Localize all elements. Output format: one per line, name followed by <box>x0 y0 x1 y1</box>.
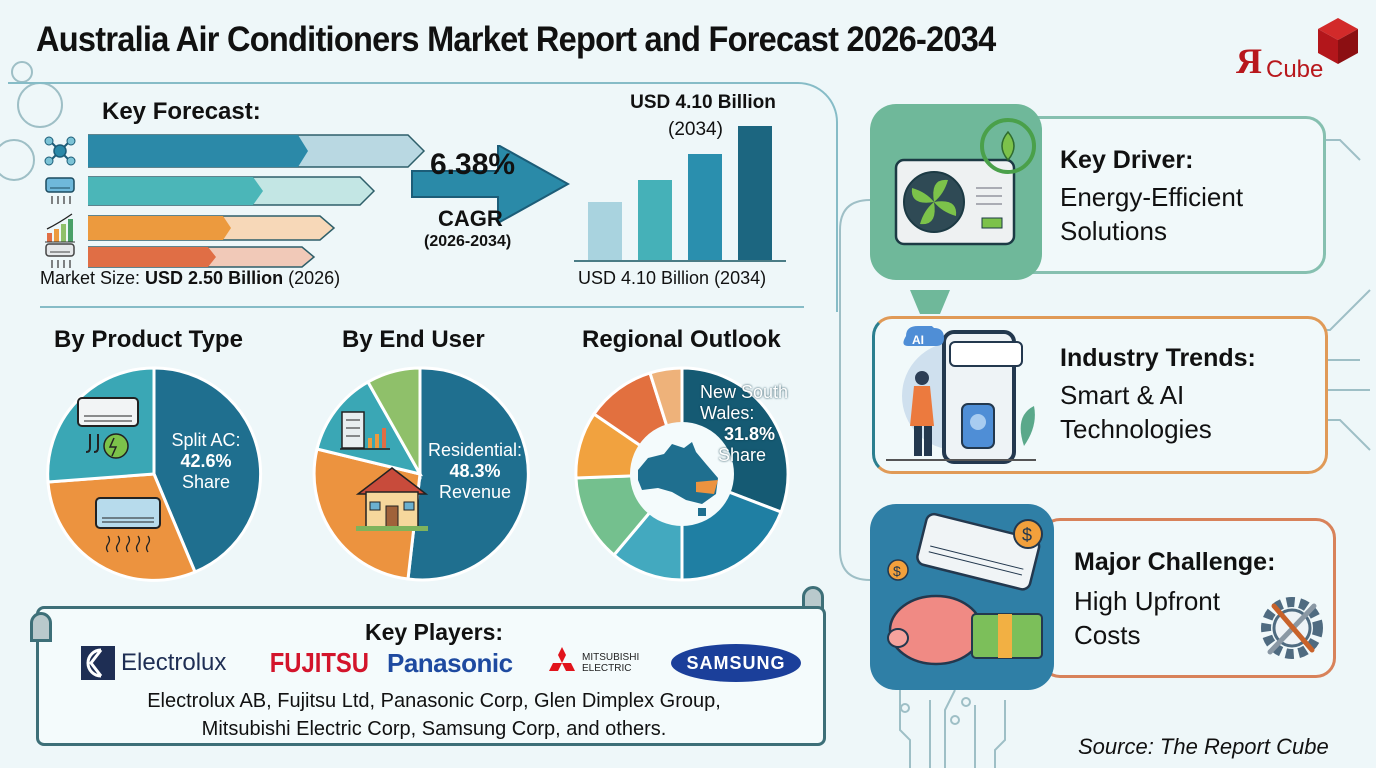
industry-trends-text: Smart & AI Technologies <box>1060 380 1212 444</box>
major-challenge-text: High Upfront Costs <box>1074 586 1220 650</box>
key-players-panel: Key Players: Electrolux FUJITSU Panasoni… <box>36 606 826 746</box>
electrolux-logo: Electrolux <box>81 643 226 683</box>
cagr-value: 6.38% <box>430 148 516 181</box>
growth-chart-icon <box>45 213 75 243</box>
network-icon <box>44 136 76 166</box>
svg-text:$: $ <box>1022 525 1032 545</box>
key-players-title: Key Players: <box>364 619 504 645</box>
split-ac-icon <box>77 397 139 459</box>
cagr-arrow-icon <box>411 145 570 223</box>
forecast-bar-4 <box>44 240 384 274</box>
svg-text:$: $ <box>893 563 901 579</box>
end-user-title: By End User <box>342 326 485 353</box>
forecast-arrow-bar <box>88 134 426 168</box>
forecast-bar-chart <box>574 120 786 262</box>
key-players-list: Electrolux AB, Fujitsu Ltd, Panasonic Co… <box>147 690 721 740</box>
chart-bar <box>638 180 672 260</box>
fujitsu-logo: FUJITSU <box>269 647 369 678</box>
key-driver-text: Energy-Efficient Solutions <box>1060 182 1244 246</box>
svg-text:AI: AI <box>912 333 924 347</box>
air-conditioner-icon <box>45 243 75 268</box>
forecast-top-year: (2034) <box>668 119 723 140</box>
end-user-pie <box>312 366 530 582</box>
chart-bar <box>738 126 772 260</box>
panasonic-logo: Panasonic <box>387 647 513 678</box>
regional-outlook-title: Regional Outlook <box>582 326 781 353</box>
cagr-label: CAGR <box>438 206 503 231</box>
report-cube-logo: Я Cube <box>1236 18 1368 83</box>
tile-pointer <box>910 290 950 314</box>
end-user-label: Residential: 48.3% Revenue <box>427 440 523 502</box>
forecast-bar-caption: USD 4.10 Billion (2034) <box>578 268 767 288</box>
cagr-period: (2026-2034) <box>424 233 512 250</box>
window-ac-icon <box>95 497 161 553</box>
logo-text: Cube <box>1266 56 1324 83</box>
scroll-curl-decoration <box>30 612 52 642</box>
product-type-pie <box>46 366 263 582</box>
samsung-logo: SAMSUNG <box>671 643 801 683</box>
industry-trends-heading: Industry Trends: <box>1060 344 1256 372</box>
product-type-title: By Product Type <box>54 326 243 353</box>
market-size-label: Market Size: USD 2.50 Billion (2026) <box>40 268 341 288</box>
forecast-bar-1 <box>44 134 426 168</box>
forecast-arrow-bar <box>88 176 376 206</box>
regional-label: New South Wales: 31.8% Share <box>700 382 789 465</box>
piggy-bank-cost-icon: $ $ <box>887 512 1043 666</box>
major-challenge-heading: Major Challenge: <box>1074 548 1276 576</box>
mitsubishi-logo: MITSUBISHI ELECTRIC <box>545 643 639 683</box>
forecast-bar-2 <box>44 174 384 208</box>
gear-tools-icon <box>1261 597 1323 659</box>
forecast-arrow-bar <box>88 246 316 268</box>
mitsubishi-diamonds-icon <box>549 647 575 671</box>
smart-ac-phone-icon: AI <box>886 326 1036 464</box>
australia-map-icon <box>638 442 718 516</box>
electrolux-icon <box>81 646 115 680</box>
cube-icon <box>1318 18 1358 64</box>
chart-bar <box>588 202 622 260</box>
forecast-arrow-bar <box>88 215 336 241</box>
key-forecast-title: Key Forecast: <box>102 98 261 125</box>
outdoor-ac-unit-icon <box>894 118 1036 246</box>
forecast-frame <box>8 82 838 312</box>
section-divider <box>40 306 804 308</box>
air-conditioner-icon <box>45 177 75 204</box>
regional-donut <box>574 366 790 582</box>
forecast-bar-3 <box>44 211 384 245</box>
key-driver-heading: Key Driver: <box>1060 146 1194 174</box>
page-title: Australia Air Conditioners Market Report… <box>36 20 996 59</box>
chart-bar <box>688 154 722 260</box>
logo-mark: Я <box>1236 41 1262 81</box>
source-label: Source: The Report Cube <box>1078 734 1329 759</box>
office-building-icon <box>340 411 390 450</box>
house-icon <box>355 467 429 531</box>
product-type-label: Split AC: 42.6% Share <box>171 430 241 492</box>
forecast-top-value: USD 4.10 Billion <box>630 92 776 113</box>
